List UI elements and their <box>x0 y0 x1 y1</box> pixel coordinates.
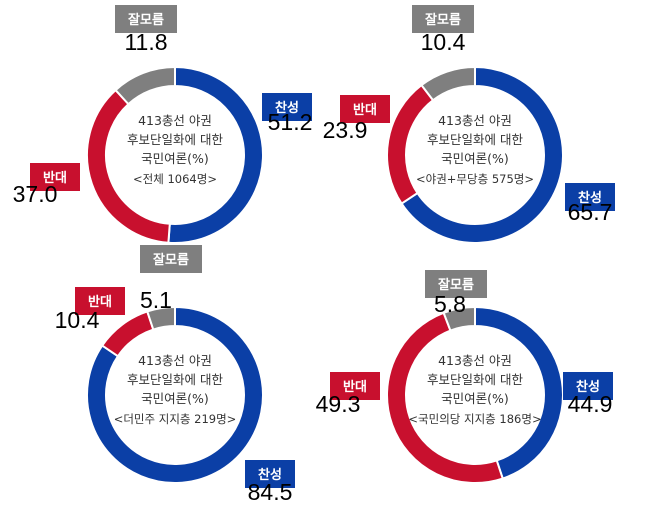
legend-tag-label-1-잘모름: 잘모름 <box>128 13 164 28</box>
center-subtitle-4: <국민의당 지지층 186명> <box>408 412 541 426</box>
center-title-line-2-2: 후보단일화에 대한 <box>427 132 523 147</box>
legend-tag-2-반대 <box>340 95 390 123</box>
center-title-line-1-3: 국민여론(%) <box>141 151 209 166</box>
legend-tag-label-3-찬성: 찬성 <box>258 467 282 483</box>
legend-tag-label-4-찬성: 찬성 <box>576 379 600 395</box>
data-label-1-찬성: 51.2 <box>268 109 313 135</box>
legend-tag-label-1-반대: 반대 <box>43 170 67 186</box>
legend-tag-label-2-찬성: 찬성 <box>578 190 602 206</box>
legend-tag-1-잘모름 <box>115 5 177 33</box>
legend-tag-1-찬성 <box>262 93 312 121</box>
data-label-1-반대: 37.0 <box>13 181 58 207</box>
data-label-3-잘모름: 5.1 <box>140 287 172 313</box>
data-label-3-찬성: 84.5 <box>248 479 293 505</box>
legend-tag-label-3-반대: 반대 <box>88 294 112 310</box>
legend-tag-label-4-잘모름: 잘모름 <box>438 278 474 293</box>
center-title-line-1-2: 후보단일화에 대한 <box>127 132 223 147</box>
slice-2-잘모름 <box>420 65 476 102</box>
legend-tag-4-찬성 <box>563 372 613 400</box>
legend-tag-label-3-잘모름: 잘모름 <box>153 253 189 268</box>
legend-tag-label-1-찬성: 찬성 <box>275 100 299 116</box>
center-subtitle-3: <더민주 지지층 219명> <box>114 412 237 426</box>
slice-3-찬성 <box>86 305 264 484</box>
center-title-line-4-1: 413총선 야권 <box>438 353 512 368</box>
center-title-line-3-1: 413총선 야권 <box>138 353 212 368</box>
data-label-4-잘모름: 5.8 <box>434 291 466 317</box>
data-label-2-찬성: 65.7 <box>568 199 613 225</box>
center-subtitle-1: <전체 1064명> <box>133 172 217 186</box>
legend-tag-3-잘모름 <box>140 245 202 273</box>
data-label-2-잘모름: 10.4 <box>421 29 466 55</box>
data-label-3-반대: 10.4 <box>55 307 100 333</box>
center-title-line-3-2: 후보단일화에 대한 <box>127 372 223 387</box>
legend-tag-2-찬성 <box>565 183 615 211</box>
slice-3-잘모름 <box>146 305 176 331</box>
slice-3-반대 <box>100 310 155 358</box>
slice-1-잘모름 <box>114 65 176 106</box>
data-label-2-반대: 23.9 <box>323 117 368 143</box>
legend-tag-1-반대 <box>30 163 80 191</box>
data-label-4-찬성: 44.9 <box>568 391 613 417</box>
legend-tag-label-2-반대: 반대 <box>353 102 377 118</box>
center-title-line-3-3: 국민여론(%) <box>141 391 209 406</box>
data-label-1-잘모름: 11.8 <box>124 29 167 55</box>
legend-tag-3-반대 <box>75 287 125 315</box>
center-subtitle-2: <야권+무당층 575명> <box>416 172 534 186</box>
center-title-line-2-3: 국민여론(%) <box>441 151 509 166</box>
legend-tag-label-2-잘모름: 잘모름 <box>425 13 461 28</box>
legend-tag-4-반대 <box>330 372 380 400</box>
legend-tag-label-4-반대: 반대 <box>343 379 367 395</box>
legend-tag-2-잘모름 <box>412 5 474 33</box>
legend-tag-3-찬성 <box>245 460 295 488</box>
center-title-line-1-1: 413총선 야권 <box>138 113 212 128</box>
center-title-line-4-3: 국민여론(%) <box>441 391 509 406</box>
legend-tag-4-잘모름 <box>425 270 487 298</box>
data-label-4-반대: 49.3 <box>316 391 361 417</box>
slice-2-찬성 <box>400 65 564 244</box>
slice-4-잘모름 <box>442 305 476 332</box>
center-title-line-2-1: 413총선 야권 <box>438 113 512 128</box>
center-title-line-4-2: 후보단일화에 대한 <box>427 372 523 387</box>
